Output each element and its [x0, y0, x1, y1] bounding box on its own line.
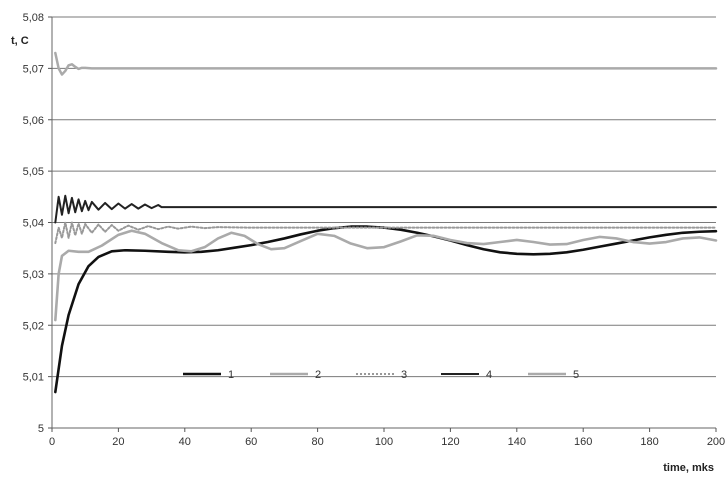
series-line-2 — [54, 229, 718, 322]
x-tick-label: 200 — [707, 436, 725, 448]
legend: 1 2 3 4 5 — [183, 369, 579, 381]
series-line-3 — [54, 221, 717, 245]
series-line-5 — [54, 51, 718, 76]
x-tick-label: 80 — [311, 436, 323, 448]
legend-label-3: 3 — [401, 369, 407, 381]
y-axis-label: t, C — [11, 35, 29, 47]
x-tick-label: 100 — [375, 436, 393, 448]
x-tick-label: 140 — [508, 436, 526, 448]
y-tick-label: 5,06 — [23, 115, 44, 127]
legend-label-4: 4 — [486, 369, 492, 381]
x-tick-label: 20 — [112, 436, 124, 448]
x-axis-label: time, mks — [663, 462, 714, 474]
axes — [48, 16, 717, 432]
series-lines — [54, 51, 718, 394]
x-tick-label: 60 — [245, 436, 257, 448]
legend-label-2: 2 — [315, 369, 321, 381]
series-line-1 — [54, 225, 718, 394]
legend-label-1: 1 — [228, 369, 234, 381]
x-tick-labels: 0 20 40 60 80 100 120 140 160 180 200 — [49, 436, 725, 448]
y-tick-label: 5,08 — [23, 12, 44, 24]
y-tick-labels: 5 5,01 5,02 5,03 5,04 5,05 5,06 5,07 5,08 — [23, 12, 44, 435]
grid-lines — [52, 16, 716, 378]
legend-label-5: 5 — [573, 369, 579, 381]
y-tick-label: 5,04 — [23, 218, 44, 230]
y-tick-label: 5 — [38, 423, 44, 435]
series-line-4 — [54, 194, 717, 224]
x-tick-label: 120 — [441, 436, 459, 448]
x-tick-label: 180 — [640, 436, 658, 448]
y-tick-label: 5,01 — [23, 372, 44, 384]
x-tick-label: 0 — [49, 436, 55, 448]
x-tick-label: 40 — [179, 436, 191, 448]
x-tick-label: 160 — [574, 436, 592, 448]
y-tick-label: 5,02 — [23, 320, 44, 332]
y-tick-label: 5,05 — [23, 166, 44, 178]
y-tick-label: 5,07 — [23, 63, 44, 75]
y-tick-label: 5,03 — [23, 269, 44, 281]
